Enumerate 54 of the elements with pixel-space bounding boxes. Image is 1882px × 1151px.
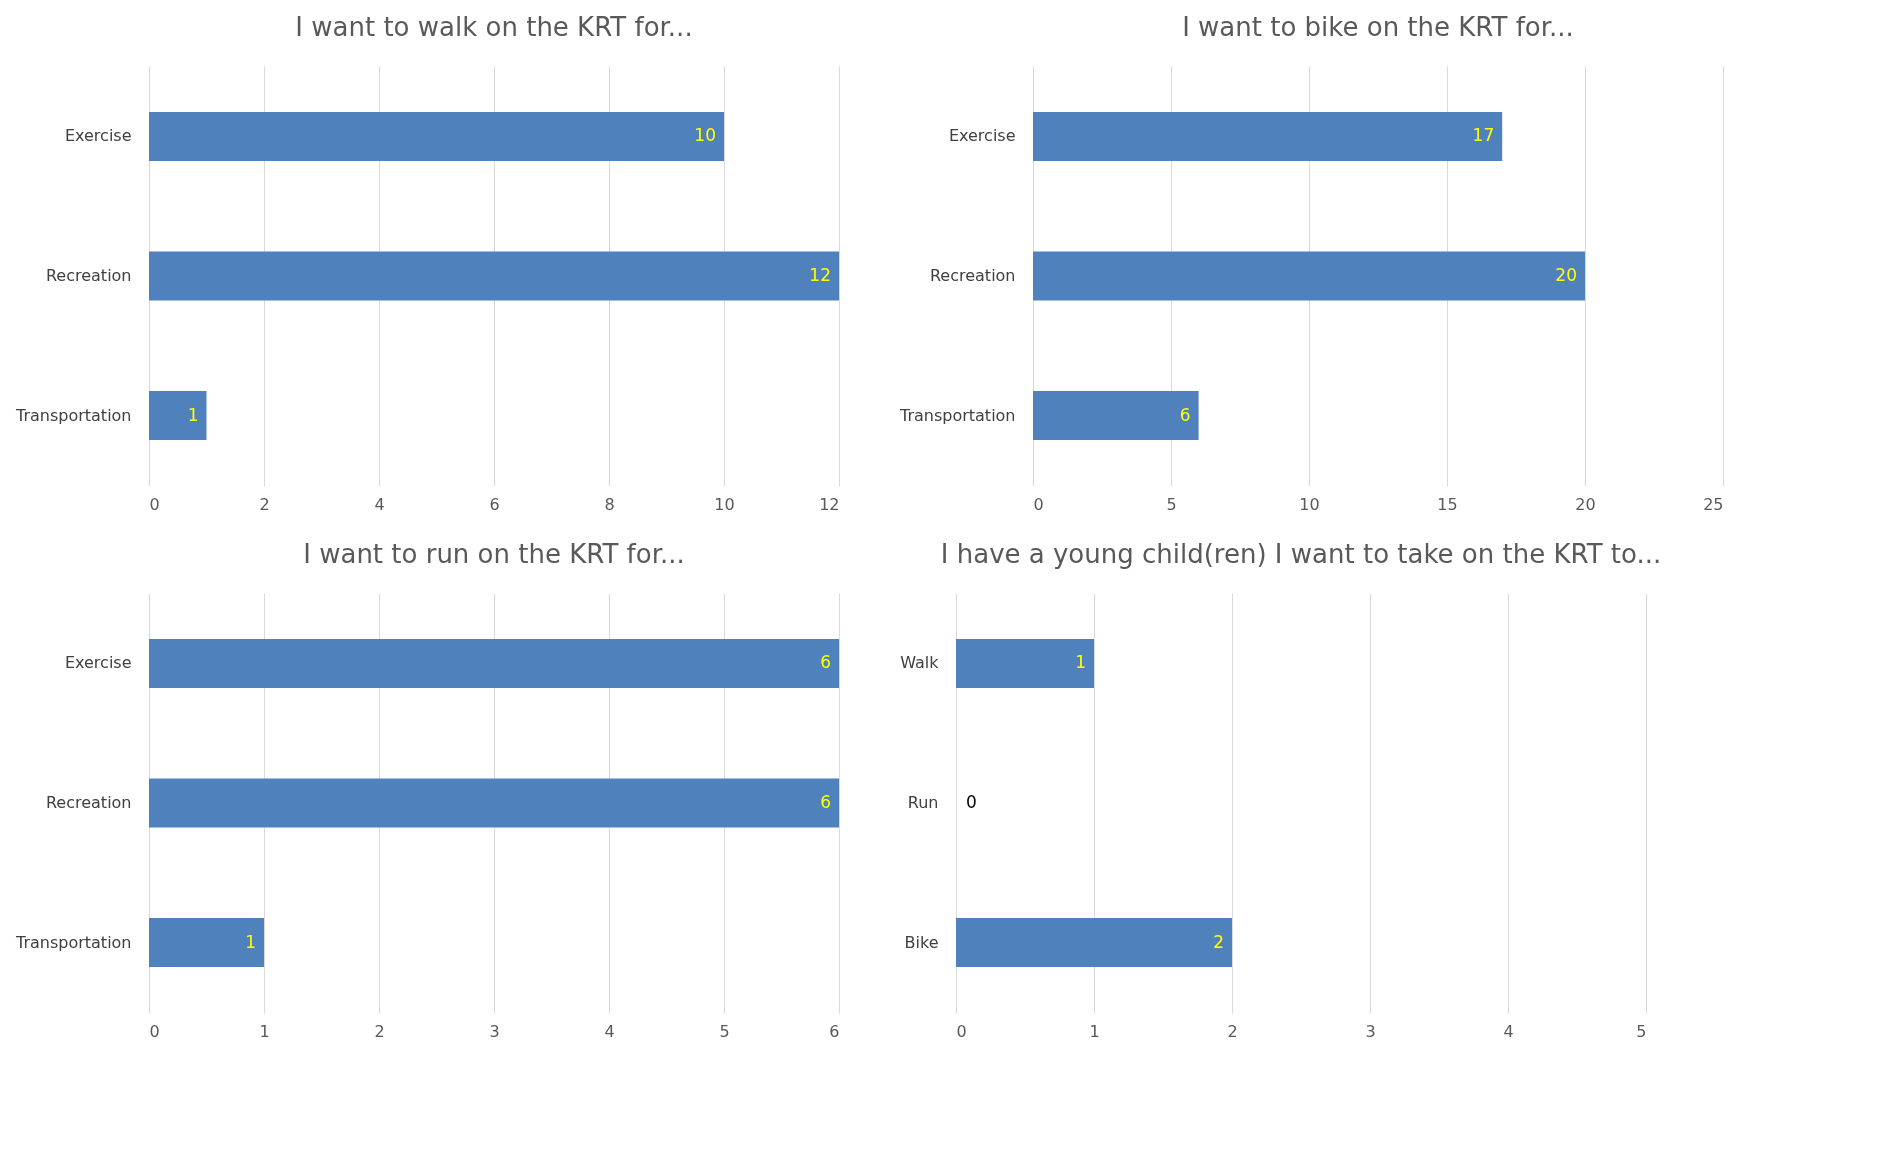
y-tick-label: Transportation xyxy=(14,932,132,952)
data-label: 20 xyxy=(1555,265,1577,285)
x-tick-label: 0 xyxy=(149,494,160,514)
y-tick-label: Recreation xyxy=(929,266,1016,285)
x-tick-label: 15 xyxy=(1437,494,1458,514)
x-tick-label: 10 xyxy=(1299,494,1320,514)
chart-title: I want to bike on the KRT for... xyxy=(1182,12,1574,42)
y-tick-label: Run xyxy=(907,793,939,812)
x-tick-label: 4 xyxy=(1503,1021,1514,1041)
x-tick-label: 10 xyxy=(714,494,735,514)
data-label: 1 xyxy=(245,931,256,952)
data-label: 6 xyxy=(820,652,831,673)
y-tick-label: Bike xyxy=(904,932,939,952)
data-label: 17 xyxy=(1472,125,1495,146)
x-tick-label: 2 xyxy=(259,494,270,514)
data-label: 1 xyxy=(187,404,199,425)
data-label: 6 xyxy=(1179,404,1191,425)
x-tick-label: 5 xyxy=(719,1021,730,1041)
x-tick-label: 6 xyxy=(829,1021,840,1041)
y-tick-label: Exercise xyxy=(64,653,132,673)
x-tick-label: 0 xyxy=(149,1021,160,1041)
data-label: 2 xyxy=(1213,931,1224,952)
data-label: 12 xyxy=(809,265,831,285)
chart-title: I want to walk on the KRT for... xyxy=(295,12,693,42)
x-tick-label: 8 xyxy=(604,494,615,514)
x-tick-label: 4 xyxy=(374,494,385,514)
x-tick-label: 1 xyxy=(1089,1021,1100,1041)
x-tick-label: 4 xyxy=(604,1021,615,1041)
data-label: 6 xyxy=(820,792,831,812)
data-label: 0 xyxy=(966,792,977,812)
y-tick-label: Recreation xyxy=(45,793,132,812)
x-tick-label: 2 xyxy=(374,1021,385,1041)
x-tick-label: 0 xyxy=(1033,494,1044,514)
x-tick-label: 6 xyxy=(489,494,500,514)
x-tick-label: 5 xyxy=(1166,494,1177,514)
x-tick-label: 12 xyxy=(819,494,840,514)
x-tick-label: 3 xyxy=(489,1021,500,1041)
x-tick-label: 5 xyxy=(1636,1021,1647,1041)
y-tick-label: Walk xyxy=(900,653,940,673)
x-tick-label: 3 xyxy=(1365,1021,1376,1041)
y-tick-label: Transportation xyxy=(14,405,132,425)
x-tick-label: 1 xyxy=(259,1021,270,1041)
data-label: 10 xyxy=(694,125,716,146)
x-tick-label: 25 xyxy=(1703,494,1724,514)
y-tick-label: Recreation xyxy=(45,266,132,285)
x-tick-label: 20 xyxy=(1575,494,1596,514)
y-tick-label: Transportation xyxy=(898,405,1016,425)
x-tick-label: 0 xyxy=(956,1021,967,1041)
chart-title: I have a young child(ren) I want to take on the KRT to... xyxy=(940,539,1662,569)
y-tick-label: Exercise xyxy=(64,126,132,146)
x-tick-label: 2 xyxy=(1227,1021,1238,1041)
chart-title: I want to run on the KRT for... xyxy=(303,539,685,569)
y-tick-label: Exercise xyxy=(948,126,1016,146)
data-label: 1 xyxy=(1075,652,1086,673)
